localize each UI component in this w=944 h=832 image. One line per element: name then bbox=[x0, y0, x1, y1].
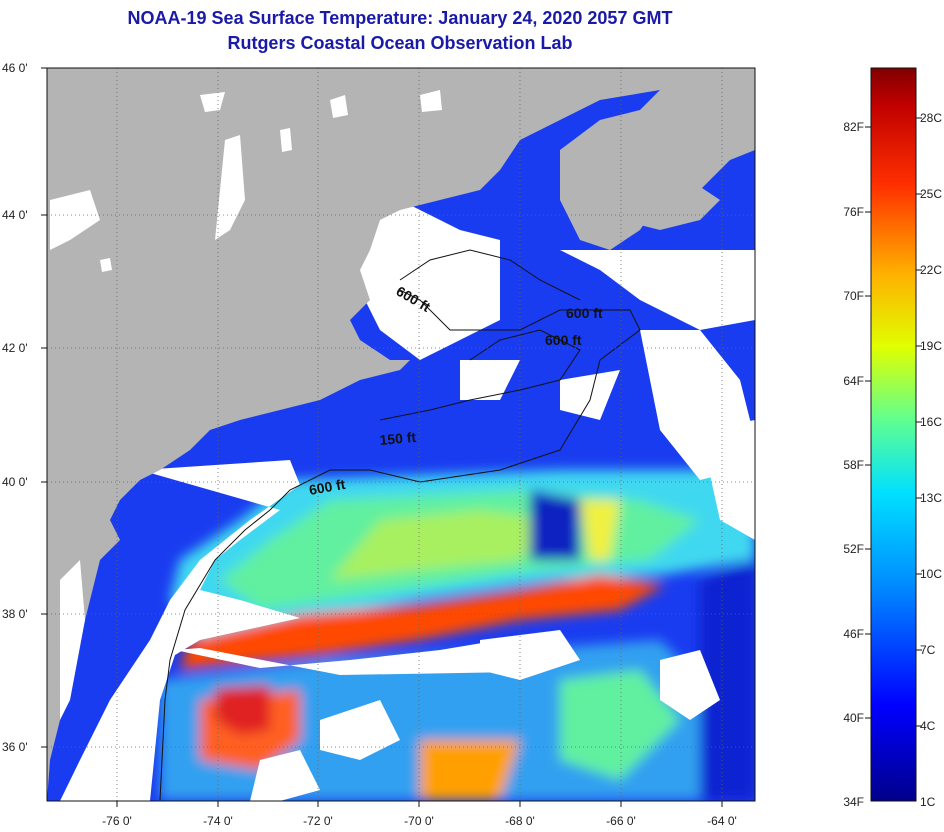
lat-tick-label: 38 0' bbox=[2, 607, 28, 621]
cloud-cover bbox=[60, 200, 755, 801]
colorbar-label-f: 58F bbox=[843, 458, 864, 472]
contour-label: 600 ft bbox=[545, 332, 582, 348]
colorbar-label-c: 19C bbox=[920, 339, 942, 353]
colorbar-label-c: 28C bbox=[920, 111, 942, 125]
contour-label: 600 ft bbox=[566, 305, 603, 321]
bathymetry-contours bbox=[159, 249, 641, 801]
colorbar-label-f: 34F bbox=[843, 795, 864, 809]
lon-tick-label: -70 0' bbox=[404, 814, 434, 828]
lon-tick-label: -72 0' bbox=[303, 814, 333, 828]
landmass bbox=[47, 68, 755, 801]
lat-tick-label: 44 0' bbox=[2, 208, 28, 222]
lat-tick-label: 42 0' bbox=[2, 341, 28, 355]
contour-label: 150 ft bbox=[379, 429, 417, 448]
lon-tick-label: -64 0' bbox=[707, 814, 737, 828]
colorbar-label-f: 70F bbox=[843, 289, 864, 303]
colorbar bbox=[870, 67, 917, 802]
colorbar-label-f: 40F bbox=[843, 711, 864, 725]
colorbar-label-f: 52F bbox=[843, 542, 864, 556]
colorbar-label-c: 13C bbox=[920, 491, 942, 505]
colorbar-label-c: 25C bbox=[920, 187, 942, 201]
colorbar-label-f: 64F bbox=[843, 374, 864, 388]
lat-tick-label: 46 0' bbox=[2, 61, 28, 75]
lon-tick-label: -74 0' bbox=[203, 814, 233, 828]
contour-label: 600 ft bbox=[308, 476, 347, 498]
lon-tick-label: -66 0' bbox=[606, 814, 636, 828]
colorbar-label-f: 82F bbox=[843, 120, 864, 134]
colorbar-celsius-labels: 28C 25C 22C 19C 16C 13C 10C 7C 4C 1C bbox=[920, 111, 942, 809]
colorbar-label-c: 1C bbox=[920, 795, 936, 809]
colorbar-label-c: 22C bbox=[920, 263, 942, 277]
colorbar-ticks bbox=[865, 117, 922, 727]
colorbar-label-c: 4C bbox=[920, 719, 936, 733]
colorbar-label-f: 76F bbox=[843, 205, 864, 219]
lon-tick-label: -68 0' bbox=[505, 814, 535, 828]
map-title: NOAA-19 Sea Surface Temperature: January… bbox=[127, 8, 673, 28]
colorbar-fahrenheit-labels: 82F 76F 70F 64F 58F 52F 46F 40F 34F bbox=[843, 120, 864, 809]
colorbar-label-c: 16C bbox=[920, 415, 942, 429]
lat-tick-label: 40 0' bbox=[2, 475, 28, 489]
colorbar-label-c: 10C bbox=[920, 567, 942, 581]
axis-ticks bbox=[41, 67, 723, 807]
map-frame bbox=[46, 67, 756, 802]
lon-tick-label: -76 0' bbox=[102, 814, 132, 828]
sst-field bbox=[160, 450, 755, 800]
lat-tick-label: 36 0' bbox=[2, 740, 28, 754]
colorbar-label-c: 7C bbox=[920, 643, 936, 657]
colorbar-label-f: 46F bbox=[843, 627, 864, 641]
map-subtitle: Rutgers Coastal Ocean Observation Lab bbox=[227, 33, 573, 53]
lakes bbox=[50, 90, 442, 720]
